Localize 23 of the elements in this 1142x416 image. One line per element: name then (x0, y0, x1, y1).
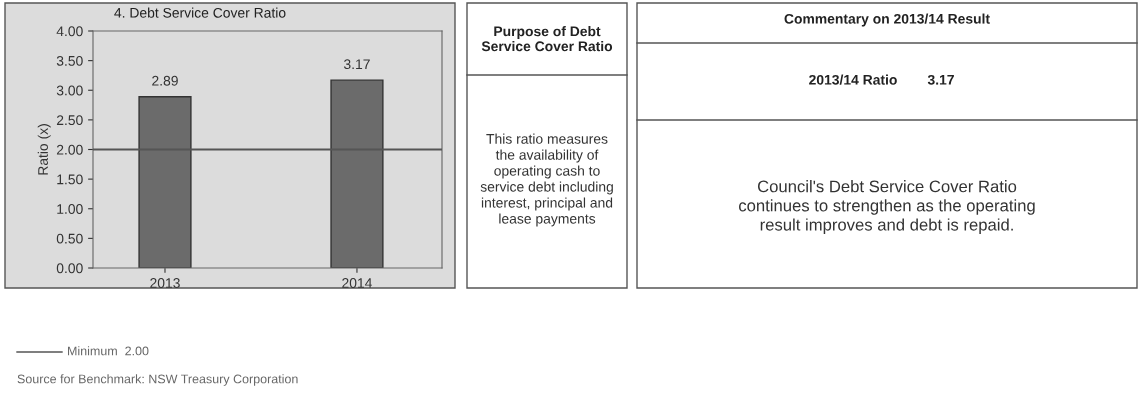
y-tick-label: 2.50 (56, 115, 83, 126)
data-label: 3.17 (343, 59, 370, 70)
x-tick-label: 2013 (150, 278, 180, 288)
y-tick-label: 0.00 (56, 263, 83, 274)
text: Council's Debt Service Cover Ratio continues to strengthen as the operating result improves and debt is repaid. (739, 180, 1035, 234)
text: Purpose of Debt Service Cover Ratio (481, 26, 613, 52)
legend-label: Minimum 2.00 (68, 346, 149, 356)
y-tick-label: 1.00 (57, 204, 83, 214)
data-label: 2.89 (152, 75, 178, 86)
text: This ratio measures the availability of operating cash to service debt including interest, principal and lease payments (480, 133, 613, 227)
y-tick-label: 3.00 (56, 85, 83, 96)
y-tick-label: 1.50 (57, 174, 83, 185)
x-tick-label: 2014 (342, 278, 372, 288)
y-tick-label: 0.50 (56, 233, 83, 244)
y-tick-label: 3.50 (56, 55, 83, 66)
y-axis-title: Ratio (x) (37, 124, 51, 175)
text: 2013/14 Ratio (809, 74, 897, 85)
source-note: Source for Benchmark: NSW Treasury Corporation (17, 374, 298, 386)
text: 3.17 (927, 74, 954, 85)
y-tick-label: 4.00 (56, 26, 83, 37)
text: Commentary on 2013/14 Result (784, 13, 990, 27)
chart-title: 4. Debt Service Cover Ratio (114, 7, 286, 18)
y-tick-label: 2.00 (56, 144, 83, 155)
